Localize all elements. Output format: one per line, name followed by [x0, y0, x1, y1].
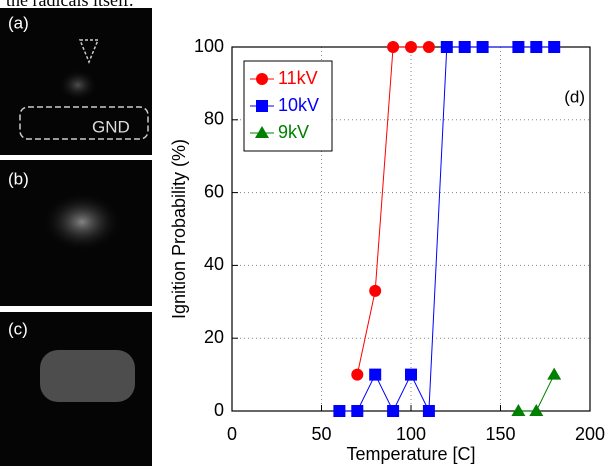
top-text: the radicals itself. — [6, 0, 133, 10]
series-line — [356, 46, 429, 375]
data-point — [512, 41, 525, 53]
panel-label: (a) — [8, 13, 29, 32]
panel-label: (c) — [8, 319, 28, 338]
legend-marker — [256, 100, 268, 112]
data-point — [351, 368, 364, 381]
x-tick-label: 100 — [396, 424, 426, 444]
data-point — [529, 404, 544, 416]
x-tick-label: 50 — [311, 424, 331, 444]
data-point — [405, 368, 417, 381]
legend-marker — [255, 126, 269, 138]
legend-label: 11kV — [278, 68, 318, 88]
y-tick-label: 40 — [204, 254, 224, 274]
data-point — [530, 41, 543, 53]
y-tick-label: 80 — [204, 109, 224, 129]
legend-label: 9kV — [278, 122, 309, 142]
data-point — [405, 41, 417, 53]
y-axis-label: Ignition Probability (%) — [169, 139, 189, 319]
data-point — [351, 405, 364, 417]
y-tick-label: 0 — [214, 400, 224, 420]
data-point — [476, 41, 489, 53]
data-point — [440, 41, 453, 53]
data-point — [547, 367, 562, 380]
x-tick-label: 150 — [485, 424, 515, 444]
y-tick-label: 60 — [204, 181, 224, 201]
legend-marker — [256, 73, 268, 85]
x-tick-label: 200 — [575, 424, 605, 444]
glow — [40, 350, 135, 402]
data-point — [422, 41, 435, 53]
data-point — [387, 41, 400, 53]
series-line — [339, 46, 555, 413]
gnd-label: GND — [92, 117, 130, 136]
glow — [58, 69, 98, 101]
glow — [42, 192, 122, 252]
data-point — [369, 284, 382, 297]
data-point — [422, 405, 435, 417]
data-point — [511, 404, 526, 416]
data-point — [548, 41, 561, 53]
data-point — [387, 405, 400, 417]
data-point — [333, 405, 346, 417]
x-axis-label: Temperature [C] — [346, 444, 475, 464]
data-point — [458, 41, 471, 53]
panel-label: (b) — [8, 169, 29, 188]
y-tick-label: 20 — [204, 327, 224, 347]
gnd-outline — [19, 106, 149, 140]
data-point — [369, 368, 382, 381]
legend-label: 10kV — [278, 95, 319, 115]
panel-label: (d) — [564, 87, 585, 106]
x-tick-label: 0 — [227, 424, 237, 444]
y-tick-label: 100 — [194, 36, 224, 56]
